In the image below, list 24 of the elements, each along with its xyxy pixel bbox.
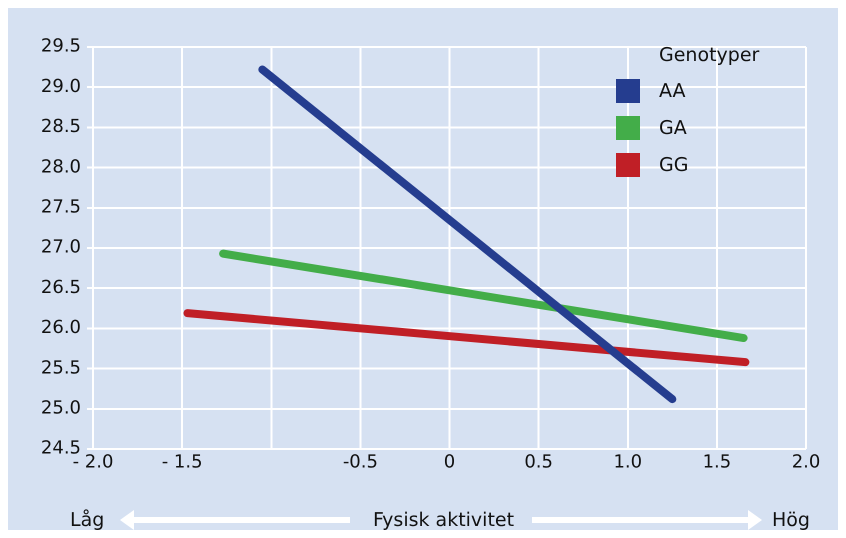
y-tick-label: 28.5 bbox=[40, 116, 81, 138]
legend-label: AA bbox=[659, 80, 686, 102]
text: Hög bbox=[772, 508, 810, 532]
legend-title: Genotyper bbox=[659, 44, 760, 66]
y-tick-label: 27.5 bbox=[40, 196, 81, 218]
y-tick-label: 28.0 bbox=[40, 156, 81, 178]
legend-label: GA bbox=[659, 116, 687, 138]
x-tick-label: 1.0 bbox=[613, 451, 642, 472]
y-tick-label: 29.0 bbox=[40, 76, 81, 97]
x-tick-label: 0.5 bbox=[524, 451, 553, 472]
x-tick-label: 0 bbox=[444, 451, 456, 472]
y-tick-label: 26.5 bbox=[40, 276, 81, 298]
y-tick-label: 25.0 bbox=[40, 397, 81, 418]
y-tick-label: 25.5 bbox=[40, 357, 81, 378]
y-tick-label: 27.0 bbox=[40, 236, 81, 258]
x-tick-label: 2.0 bbox=[792, 451, 820, 472]
x-axis-title: Fysisk aktivitet bbox=[373, 508, 514, 532]
legend-label: GG bbox=[659, 154, 688, 176]
x-tick-label: 1.5 bbox=[702, 451, 732, 472]
text: Låg bbox=[70, 508, 104, 532]
x-tick-label: -0.5 bbox=[342, 451, 378, 472]
y-tick-label: 29.5 bbox=[40, 36, 81, 57]
y-tick-label: 26.0 bbox=[40, 317, 81, 338]
x-tick-label: - 1.5 bbox=[162, 451, 203, 472]
